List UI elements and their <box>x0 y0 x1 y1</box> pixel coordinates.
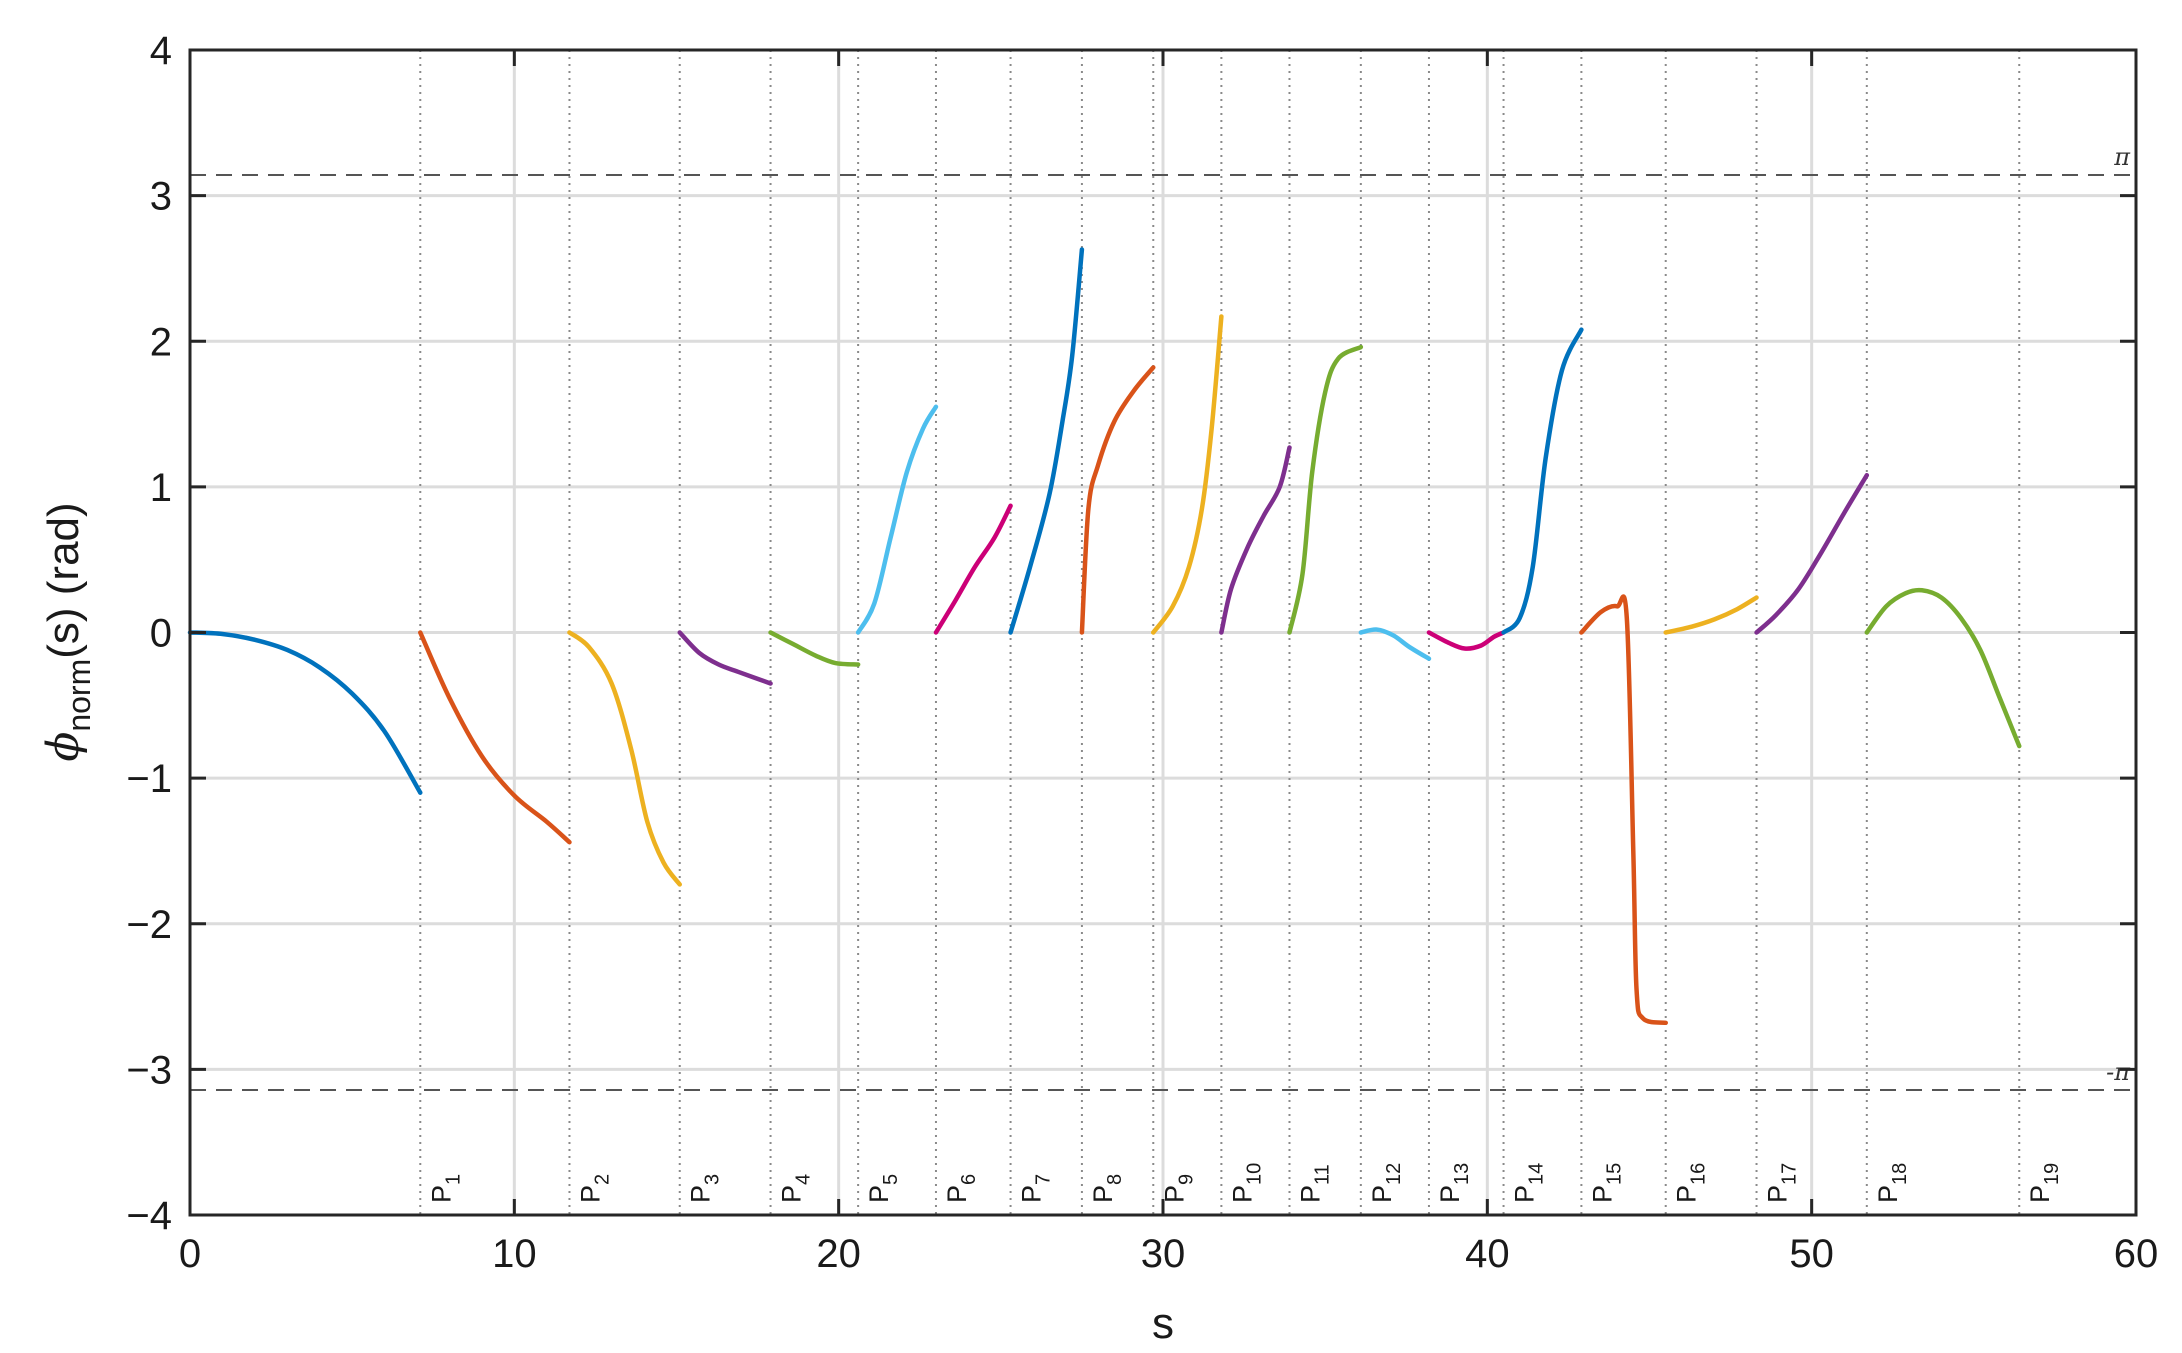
segment-marker-label: P16 <box>1672 1163 1710 1203</box>
segment-marker-label: P12 <box>1367 1163 1405 1203</box>
series-line-10 <box>1151 314 1224 635</box>
series-line-4 <box>677 630 773 686</box>
series-line-9 <box>1079 365 1156 635</box>
x-tick-label: 60 <box>2114 1232 2159 1276</box>
x-tick-label: 40 <box>1465 1232 1510 1276</box>
series-line-16 <box>1579 594 1668 1026</box>
segment-marker-label: P7 <box>1017 1174 1055 1203</box>
segment-marker-label: P1 <box>426 1174 464 1203</box>
y-axis-label-subscript: norm <box>61 659 97 732</box>
segment-marker-label: P5 <box>864 1174 902 1203</box>
reference-lines: π -π <box>190 143 2136 1091</box>
y-tick-label: −4 <box>126 1194 172 1238</box>
y-axis-label: ϕnorm(s) (rad) <box>38 502 97 761</box>
y-axis-label-symbol: ϕ <box>38 732 89 762</box>
segment-marker-label: P4 <box>777 1174 815 1203</box>
series-line-15 <box>1501 327 1584 635</box>
y-tick-label: 0 <box>150 612 172 656</box>
series-line-12 <box>1287 344 1364 635</box>
series-line-13 <box>1358 627 1432 661</box>
segment-marker-label: P11 <box>1295 1164 1333 1203</box>
x-tick-label: 50 <box>1789 1232 1834 1276</box>
series-line-6 <box>855 404 939 635</box>
x-tick-label: 10 <box>492 1232 537 1276</box>
x-tick-label: 0 <box>179 1232 201 1276</box>
y-tick-label: 4 <box>150 29 172 73</box>
grid-lines <box>190 50 2136 1215</box>
series-line-3 <box>567 630 682 887</box>
series-line-11 <box>1219 445 1292 635</box>
y-tick-label: 2 <box>150 320 172 364</box>
segment-marker-label: P14 <box>1510 1163 1548 1203</box>
axis-labels: s ϕnorm(s) (rad) <box>38 502 1174 1348</box>
segment-marker-label: P2 <box>575 1174 613 1203</box>
series-line-14 <box>1426 630 1506 651</box>
segment-marker-label: P9 <box>1159 1174 1197 1203</box>
y-axis-label-suffix: (s) (rad) <box>39 502 88 658</box>
segment-marker-label: P8 <box>1088 1174 1126 1203</box>
segment-marker-label: P3 <box>686 1174 724 1203</box>
x-axis-label: s <box>1152 1299 1174 1348</box>
segment-marker-label: P17 <box>1763 1163 1801 1203</box>
series-line-19 <box>1864 587 2022 749</box>
y-tick-label: −3 <box>126 1048 172 1092</box>
series-line-5 <box>768 630 861 667</box>
reference-line-label: π <box>2113 143 2131 171</box>
segment-marker-label: P6 <box>942 1174 980 1203</box>
axis-ticks: 0 10 20 30 40 50 60 −4 −3 −2 −1 0 1 2 3 4 <box>126 29 2158 1276</box>
y-tick-label: −1 <box>126 757 172 801</box>
reference-line-label: -π <box>2106 1058 2131 1086</box>
y-tick-label: −2 <box>126 903 172 947</box>
series-line-1 <box>187 630 423 795</box>
series-line-7 <box>933 503 1013 635</box>
segment-marker-label: P18 <box>1873 1163 1911 1203</box>
segment-marker-label: P10 <box>1227 1163 1265 1203</box>
segment-marker-label: P15 <box>1587 1163 1625 1203</box>
series-line-18 <box>1754 472 1870 635</box>
data-series <box>187 247 2022 1026</box>
series-line-2 <box>418 630 572 845</box>
series-line-17 <box>1663 595 1759 635</box>
segment-marker-label: P13 <box>1435 1163 1473 1203</box>
y-tick-label: 3 <box>150 175 172 219</box>
y-tick-label: 1 <box>150 466 172 510</box>
segment-marker-label: P19 <box>2025 1163 2063 1203</box>
x-tick-label: 20 <box>816 1232 861 1276</box>
x-tick-label: 30 <box>1141 1232 1186 1276</box>
series-line-8 <box>1008 247 1085 635</box>
